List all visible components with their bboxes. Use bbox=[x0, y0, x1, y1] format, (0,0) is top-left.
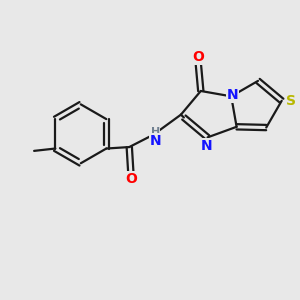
Text: O: O bbox=[125, 172, 137, 186]
Text: N: N bbox=[200, 139, 212, 153]
Text: O: O bbox=[193, 50, 204, 64]
Text: N: N bbox=[227, 88, 239, 102]
Text: N: N bbox=[149, 134, 161, 148]
Text: S: S bbox=[286, 94, 296, 108]
Text: H: H bbox=[151, 127, 160, 137]
